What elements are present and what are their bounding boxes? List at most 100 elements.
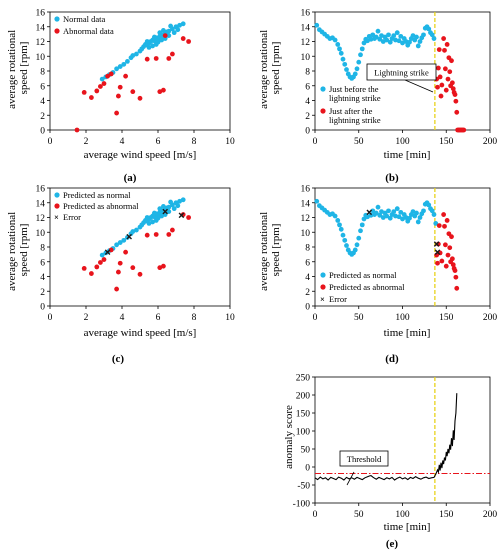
data-point-abnormal-data	[130, 89, 136, 95]
data-point-predicted-as-normal	[117, 240, 123, 245]
chart-a-ylabel-line1: average rotational	[6, 30, 18, 109]
y-tick-label: 8	[40, 68, 45, 78]
y-tick-label: 6	[305, 82, 310, 92]
data-point-predicted-as-normal	[398, 209, 404, 215]
error-marker-stroke	[104, 249, 111, 255]
data-point-predicted-as-normal	[99, 252, 105, 258]
data-point-predicted-as-abnormal	[436, 223, 442, 229]
data-point-normal-data	[177, 22, 183, 28]
y-tick-label: 2	[40, 288, 45, 298]
legend-label-predicted-normal: Predicted as normal	[63, 190, 131, 200]
data-point-just-before-the-lightning-strike	[386, 32, 391, 38]
x-tick-label: 50	[354, 313, 364, 323]
data-point-predicted-as-abnormal	[170, 227, 175, 233]
threshold-callout: Threshold	[339, 450, 389, 486]
y-tick-label: 16	[301, 185, 311, 195]
data-point-just-after-the-lightning-strike	[442, 66, 448, 72]
chart-c-caption: (c)	[112, 353, 125, 365]
y-tick-label: 0	[305, 127, 310, 137]
data-point-predicted-as-normal	[426, 202, 432, 208]
data-point-predicted-as-abnormal	[101, 257, 107, 262]
data-point-predicted-as-normal	[152, 210, 157, 216]
legend-label-before-strike-line2: lightning strike	[329, 93, 381, 103]
data-point-abnormal-data	[117, 84, 123, 90]
y-tick-label: 250	[296, 374, 311, 384]
legend-swatch-before-strike	[320, 86, 326, 92]
error-marker-stroke	[434, 249, 441, 255]
y-tick-label: 2	[305, 288, 310, 298]
y-tick-label: 4	[305, 273, 310, 283]
data-point-normal-data	[166, 33, 172, 38]
legend-swatch-error: ×	[320, 294, 325, 304]
chart-a-xlabel: average wind speed [m/s]	[84, 149, 197, 161]
data-point-predicted-as-abnormal	[144, 232, 150, 238]
chart-b-xlabel: time [min]	[384, 149, 431, 161]
y-tick-label: 12	[36, 38, 46, 48]
data-point-abnormal-data	[94, 88, 100, 94]
data-point-normal-data	[153, 42, 159, 47]
chart-e: -100 -50 0 50 100 150 200 250 0 50 100 150 200 Thres…	[283, 374, 498, 550]
data-point-predicted-as-normal	[134, 227, 139, 233]
data-point-just-before-the-lightning-strike	[398, 33, 404, 39]
chart-a: 0 2 4 6 8 10 12 14 16 0 2 4 6 8 10 Normal data Abnorma…	[6, 9, 235, 185]
x-tick-label: 0	[313, 510, 318, 520]
data-point-just-before-the-lightning-strike	[352, 71, 358, 77]
y-tick-label: 6	[305, 258, 310, 268]
data-point-normal-data	[146, 45, 152, 50]
chart-d-ylabel-line1: average rotational	[258, 212, 270, 291]
y-tick-label: 12	[301, 38, 311, 48]
data-point-predicted-as-abnormal	[452, 268, 458, 273]
data-point-abnormal-data	[162, 33, 168, 38]
chart-d-ylabel-line2: speed [rpm]	[270, 224, 282, 277]
data-point-just-before-the-lightning-strike	[431, 36, 437, 41]
data-point-predicted-as-normal	[144, 215, 150, 220]
data-point-predicted-as-normal	[342, 237, 348, 243]
data-point-predicted-as-normal	[171, 206, 177, 212]
y-tick-label: 14	[36, 23, 46, 33]
data-point-predicted-as-normal	[417, 215, 423, 220]
legend-swatch-abnormal-data	[54, 28, 60, 34]
chart-e-xlabel: time [min]	[384, 521, 431, 533]
data-point-just-before-the-lightning-strike	[344, 67, 349, 72]
x-tick-label: 8	[192, 313, 197, 323]
y-tick-label: 14	[36, 199, 46, 209]
data-point-predicted-as-abnormal	[157, 265, 163, 271]
y-tick-label: 0	[40, 127, 45, 137]
data-point-just-before-the-lightning-strike	[394, 30, 400, 36]
chart-e-caption: (e)	[386, 538, 399, 550]
chart-a-legend: Normal data Abnormal data	[54, 14, 114, 36]
data-point-just-before-the-lightning-strike	[396, 38, 402, 44]
y-tick-label: 100	[296, 428, 311, 438]
chart-d-plot-area: 0 2 4 6 8 10 12 14 16 0 50 100 150 200	[301, 185, 498, 324]
x-tick-label: 10	[225, 137, 235, 147]
x-tick-label: 0	[313, 313, 318, 323]
data-point-just-before-the-lightning-strike	[415, 43, 421, 49]
y-tick-label: 10	[301, 53, 311, 63]
data-point-predicted-as-normal	[375, 204, 381, 210]
data-point-predicted-as-normal	[414, 210, 419, 216]
x-tick-label: 50	[354, 137, 364, 147]
x-tick-label: 50	[354, 510, 364, 520]
chart-e-plot-area: -100 -50 0 50 100 150 200 250 0 50 100 150 200	[293, 374, 498, 521]
data-point-predicted-as-normal	[407, 215, 412, 221]
chart-a-ylabel: average rotational speed [rpm]	[6, 27, 30, 109]
data-point-predicted-as-normal	[121, 237, 127, 243]
y-tick-label: 0	[305, 464, 310, 474]
legend-swatch-predicted-normal	[320, 272, 326, 278]
x-tick-label: 4	[120, 313, 125, 323]
chart-a-caption: (a)	[124, 172, 137, 184]
data-point-abnormal-data	[114, 110, 119, 116]
error-marker-stroke	[178, 212, 185, 219]
data-point-abnormal-data	[153, 56, 159, 61]
data-point-just-before-the-lightning-strike	[407, 39, 412, 45]
y-tick-label: 14	[301, 23, 311, 33]
data-point-just-after-the-lightning-strike	[443, 87, 449, 93]
y-tick-label: 16	[36, 185, 46, 195]
data-point-predicted-as-abnormal	[442, 223, 447, 229]
data-point-predicted-as-normal	[391, 209, 397, 214]
y-tick-label: 2	[40, 112, 45, 122]
chart-d-legend: Predicted as normal Predicted as abnorma…	[320, 270, 405, 304]
data-point-predicted-as-normal	[415, 219, 421, 225]
data-point-predicted-as-abnormal	[454, 285, 460, 291]
y-tick-label: 2	[305, 112, 310, 122]
